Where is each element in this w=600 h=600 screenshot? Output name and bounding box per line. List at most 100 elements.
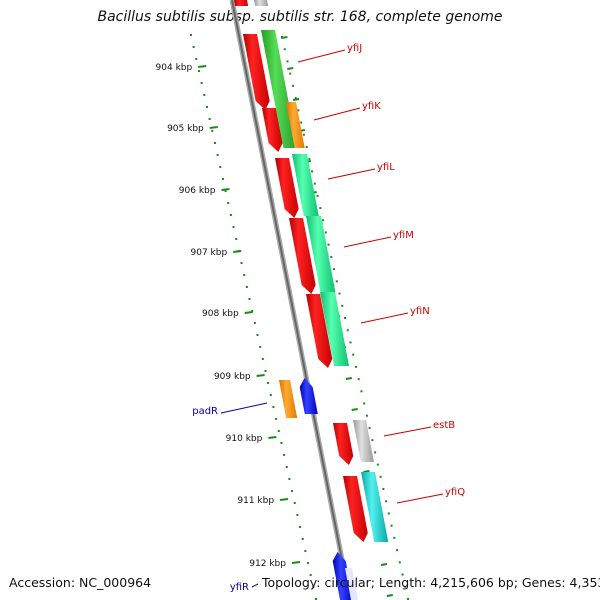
scale-tick [291,561,301,564]
outer-tick [292,98,300,101]
gene-leader-line [297,49,346,63]
gene-estB [353,420,374,462]
outer-ruler-dot [363,402,366,405]
ruler-dot [259,346,262,348]
outer-ruler-dot [379,475,382,478]
ruler-dot [235,238,238,240]
outer-ruler-dot [360,390,363,393]
gene-label-yfiK: yfiK [362,101,381,112]
gene-bar-blue [299,378,318,414]
outer-tick [386,594,394,597]
orf-arrow [234,0,249,6]
ruler-dot [277,430,280,432]
backbone-core [231,0,351,600]
outer-ruler-dot [368,426,371,429]
ruler-dot [200,82,203,84]
ruler-dot [301,538,304,540]
gene-leader-line [343,236,392,248]
gene-padR [279,380,298,418]
gene-leader-line [220,402,268,414]
outer-ruler-dot [387,512,390,515]
outer-tick [345,377,352,380]
outer-ruler-dot [357,378,360,381]
gene-label-estB: estB [433,420,455,431]
scale-tick [198,65,207,68]
orf-arrow [262,108,283,152]
ruler-dot [299,526,302,528]
scale-label: 909 kbp [214,372,251,382]
ruler-dot [205,106,208,108]
outer-ruler-dot [311,170,314,173]
ruler-dot [280,442,283,444]
outer-tick [380,563,388,566]
gene-label-yfiR: yfiR [230,582,249,593]
outer-ruler-dot [283,48,286,51]
ruler-dot [232,226,235,228]
outer-ruler-dot [330,255,333,258]
outer-ruler-dot [333,268,336,271]
outer-ruler-dot [385,500,388,503]
scale-label: 910 kbp [226,434,263,444]
scale-label: 912 kbp [249,559,286,569]
ruler-dot [195,58,198,60]
outer-ruler-dot [313,182,316,185]
outer-ruler-dot [398,561,401,564]
outer-tick [287,67,294,70]
scale-tick [279,498,289,501]
outer-ruler-dot [390,524,393,527]
gene-bar-light [345,568,359,600]
ruler-dot [229,214,232,216]
ruler-dot [208,118,211,120]
gene-yfiJ [261,30,298,148]
ruler-dot [219,166,222,168]
gene-leader-line [383,426,432,437]
scale-tick [244,311,253,314]
ruler-dot [312,586,315,588]
outer-ruler-dot [341,304,344,307]
orf-arrow [289,218,316,294]
ruler-dot [315,598,317,600]
ruler-dot [309,574,312,576]
outer-ruler-dot [300,121,303,124]
outer-ruler-dot [305,145,308,148]
outer-tick [281,36,288,39]
ruler-dot [248,298,251,300]
ruler-dot [213,142,216,144]
outer-ruler-dot [349,341,352,344]
scale-label: 906 kbp [179,186,216,196]
scale-tick [221,188,230,191]
gene-label-yfiM: yfiM [393,230,414,241]
orf-arrow [343,476,368,542]
gene-leader-line [360,312,409,324]
outer-ruler-dot [352,353,355,356]
outer-ruler-dot [382,488,385,491]
outer-ruler-dot [291,84,294,87]
orf-arrow [243,34,270,110]
gene-bar [254,0,269,6]
gene-yfiN [320,292,349,366]
gene-leader-line [313,107,361,121]
ruler-dot [245,286,248,288]
scale-tick [209,126,218,129]
topology-label: Topology: circular; Length: 4,215,606 bp… [262,575,600,590]
gene-yfiQ [361,472,389,542]
gene-label-yfiJ: yfiJ [347,43,362,54]
outer-ruler-dot [404,585,407,588]
orf-arrow [306,294,333,368]
outer-ruler-dot [322,219,325,222]
scale-tick [233,250,242,253]
gene-yfiM [306,216,336,292]
ruler-dot [192,46,195,48]
ruler-dot [288,478,291,480]
outer-ruler-dot [302,133,305,136]
gene-yfiK [286,102,305,148]
ruler-dot [293,502,296,504]
scale-label: 908 kbp [202,309,239,319]
gene-leader-line [396,493,444,504]
scale-tick [256,374,265,377]
ruler-dot [240,262,243,264]
map-title: Bacillus subtilis subsp. subtilis str. 1… [97,9,503,25]
ruler-dot [275,418,278,420]
outer-ruler-dot [365,414,368,417]
